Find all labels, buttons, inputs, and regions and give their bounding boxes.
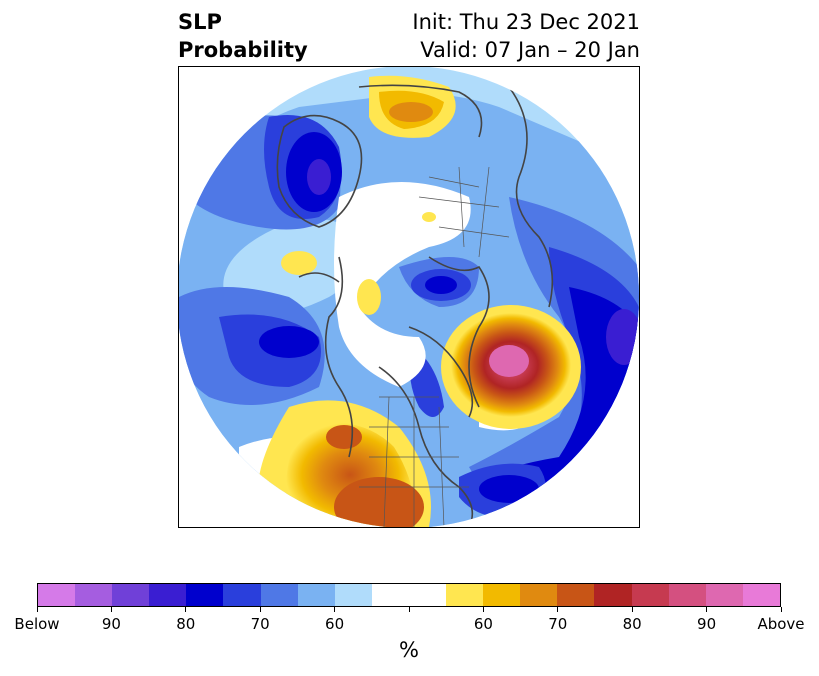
colorbar-tick <box>482 607 484 612</box>
colorbar-segment <box>520 584 558 606</box>
colorbar-tick-label: 90 <box>697 615 717 633</box>
colorbar-tick-label: 60 <box>325 615 345 633</box>
colorbar-tick <box>706 607 708 612</box>
colorbar-segment <box>186 584 224 606</box>
valid-range: Valid: 07 Jan – 20 Jan <box>420 38 640 62</box>
colorbar-tick-label: Below <box>14 615 60 633</box>
colorbar-segment <box>371 584 409 606</box>
colorbar-tick-label: 70 <box>250 615 270 633</box>
probability-map <box>178 66 640 528</box>
colorbar-segment <box>38 584 76 606</box>
colorbar-segment <box>75 584 113 606</box>
colorbar-segment <box>297 584 335 606</box>
colorbar-tick-label: 80 <box>176 615 196 633</box>
colorbar-unit-label: % <box>399 638 419 662</box>
colorbar-tick-label: 90 <box>101 615 121 633</box>
colorbar-segment <box>408 584 447 606</box>
colorbar-tick <box>408 607 410 612</box>
colorbar-tick-label: 70 <box>548 615 568 633</box>
colorbar-segment <box>557 584 595 606</box>
colorbar-segment <box>668 584 706 606</box>
colorbar-segment <box>483 584 521 606</box>
colorbar-segment <box>631 584 669 606</box>
chart-title: SLP Probability <box>178 8 308 64</box>
colorbar-tick <box>259 607 261 612</box>
colorbar-tick-label: Above <box>757 615 805 633</box>
colorbar-tick <box>185 607 187 612</box>
colorbar-tick <box>631 607 633 612</box>
colorbar-segment <box>334 584 372 606</box>
colorbar <box>37 583 781 607</box>
init-date: Init: Thu 23 Dec 2021 <box>412 10 640 34</box>
colorbar-tick-label: 80 <box>622 615 642 633</box>
colorbar-tick <box>334 607 336 612</box>
borders <box>359 166 510 527</box>
colorbar-tick-label: 60 <box>473 615 493 633</box>
chart-dates: Init: Thu 23 Dec 2021 Valid: 07 Jan – 20… <box>412 8 640 64</box>
colorbar-tick <box>110 607 112 612</box>
coastlines <box>276 84 554 527</box>
colorbar-segment <box>742 584 780 606</box>
colorbar-segment <box>112 584 150 606</box>
colorbar-segment <box>223 584 261 606</box>
probability-field <box>179 67 639 527</box>
colorbar-segment <box>260 584 298 606</box>
colorbar-segment <box>149 584 187 606</box>
colorbar-segment <box>705 584 743 606</box>
title-variable: SLP <box>178 10 222 34</box>
colorbar-segment <box>594 584 632 606</box>
colorbar-tick <box>36 607 38 612</box>
colorbar-tick <box>557 607 559 612</box>
title-type: Probability <box>178 38 308 62</box>
colorbar-segment <box>446 584 484 606</box>
colorbar-tick <box>780 607 782 612</box>
polar-map-svg <box>179 67 639 527</box>
